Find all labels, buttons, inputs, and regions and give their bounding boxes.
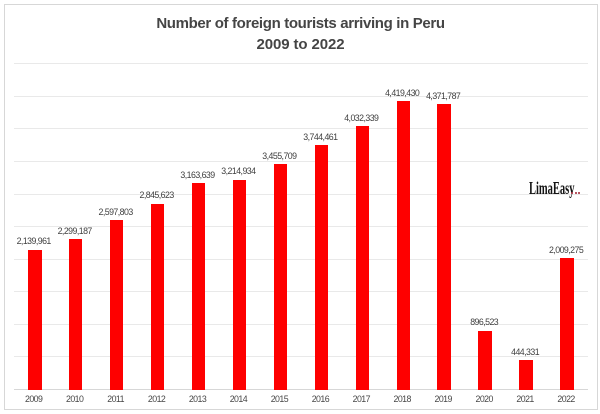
svg-text:LimaEasy: LimaEasy	[529, 179, 575, 198]
